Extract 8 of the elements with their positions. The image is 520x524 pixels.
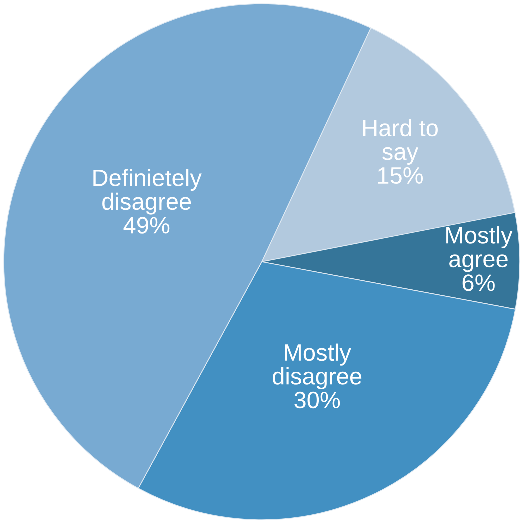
data-label: 6%	[462, 274, 495, 292]
slice-label: Hard to say	[363, 119, 438, 165]
data-label: 30%	[294, 392, 340, 409]
data-label: 15%	[378, 167, 424, 184]
slice-label: Mostly disagree	[273, 344, 362, 390]
slice-label: Mostly agree	[446, 226, 513, 272]
data-label: 49%	[124, 217, 170, 234]
slice-label: Definietely disagree	[94, 169, 202, 215]
